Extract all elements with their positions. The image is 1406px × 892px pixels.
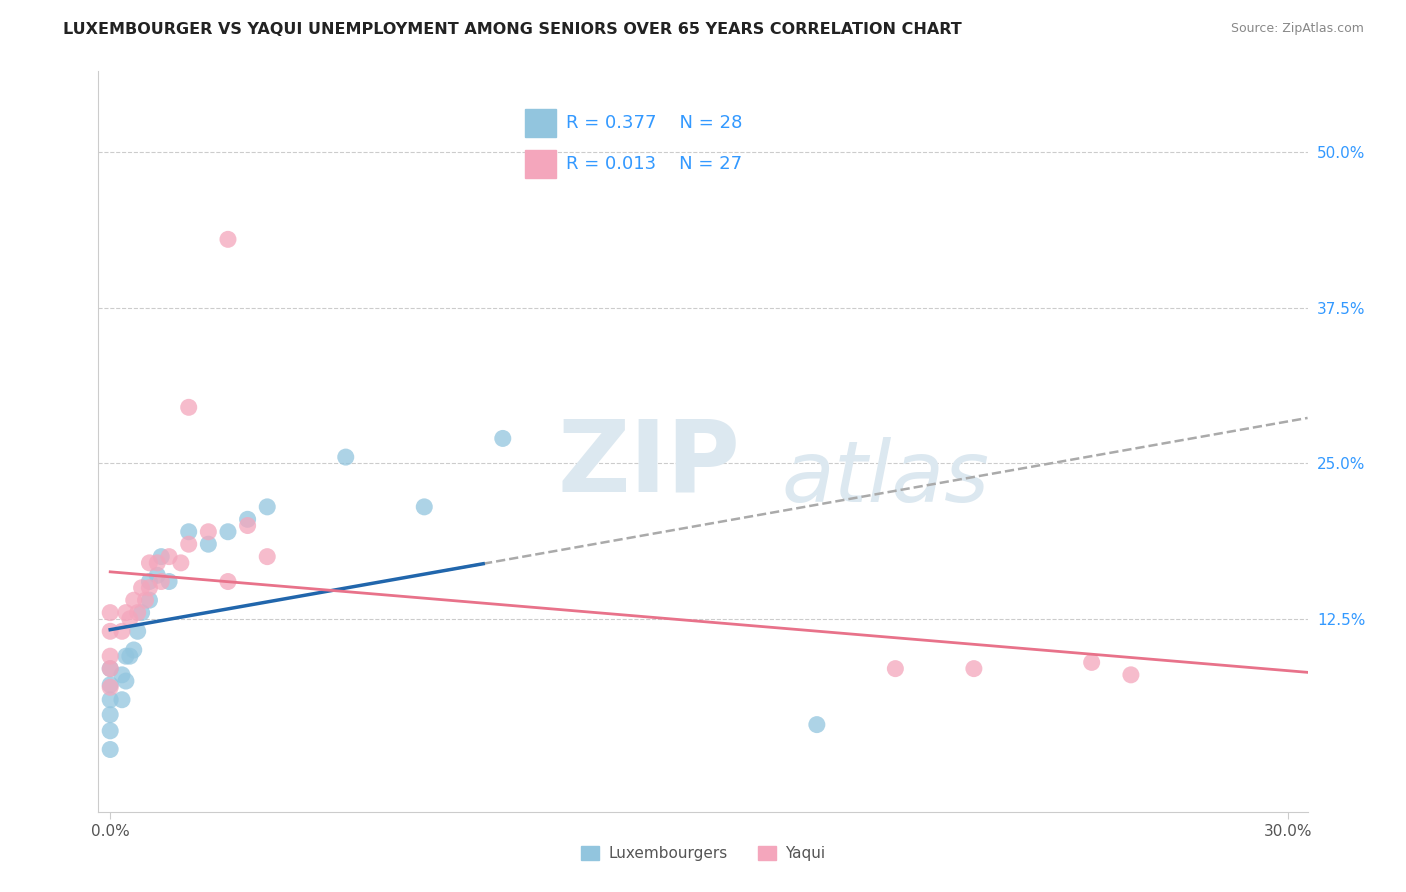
Point	[98, 678, 121, 692]
Point	[98, 692, 121, 706]
Point	[98, 624, 121, 639]
Point	[157, 574, 180, 589]
Point	[197, 537, 219, 551]
Point	[135, 593, 157, 607]
Text: Source: ZipAtlas.com: Source: ZipAtlas.com	[1230, 22, 1364, 36]
Point	[118, 612, 141, 626]
Point	[131, 581, 153, 595]
Point	[98, 742, 121, 756]
Point	[98, 662, 121, 676]
Point	[413, 500, 436, 514]
Point	[236, 512, 259, 526]
Point	[115, 606, 138, 620]
Point	[217, 574, 239, 589]
Point	[963, 662, 986, 676]
Point	[217, 524, 239, 539]
Point	[177, 537, 200, 551]
Point	[98, 723, 121, 738]
Legend: Luxembourgers, Yaqui: Luxembourgers, Yaqui	[575, 839, 831, 867]
Point	[150, 574, 173, 589]
Point	[111, 624, 134, 639]
Point	[177, 524, 200, 539]
Point	[150, 549, 173, 564]
Point	[138, 581, 160, 595]
Point	[122, 593, 145, 607]
Point	[138, 593, 160, 607]
Point	[118, 649, 141, 664]
Point	[806, 717, 828, 731]
Point	[98, 707, 121, 722]
Point	[98, 606, 121, 620]
Point	[127, 606, 149, 620]
Point	[197, 524, 219, 539]
Point	[146, 556, 169, 570]
Point	[127, 624, 149, 639]
Point	[131, 606, 153, 620]
Point	[111, 668, 134, 682]
Point	[138, 556, 160, 570]
Text: ZIP: ZIP	[558, 416, 741, 512]
Point	[492, 432, 515, 446]
Point	[157, 549, 180, 564]
Point	[98, 649, 121, 664]
Point	[1080, 656, 1102, 670]
Point	[236, 518, 259, 533]
Point	[177, 401, 200, 415]
Point	[335, 450, 357, 464]
Point	[217, 232, 239, 246]
Point	[111, 692, 134, 706]
Point	[98, 662, 121, 676]
Point	[256, 549, 278, 564]
Point	[256, 500, 278, 514]
Point	[1119, 668, 1142, 682]
Point	[884, 662, 907, 676]
Point	[98, 681, 121, 695]
Point	[115, 674, 138, 689]
Point	[115, 649, 138, 664]
Point	[146, 568, 169, 582]
Point	[170, 556, 193, 570]
Text: LUXEMBOURGER VS YAQUI UNEMPLOYMENT AMONG SENIORS OVER 65 YEARS CORRELATION CHART: LUXEMBOURGER VS YAQUI UNEMPLOYMENT AMONG…	[63, 22, 962, 37]
Text: atlas: atlas	[782, 437, 990, 520]
Point	[122, 643, 145, 657]
Point	[138, 574, 160, 589]
